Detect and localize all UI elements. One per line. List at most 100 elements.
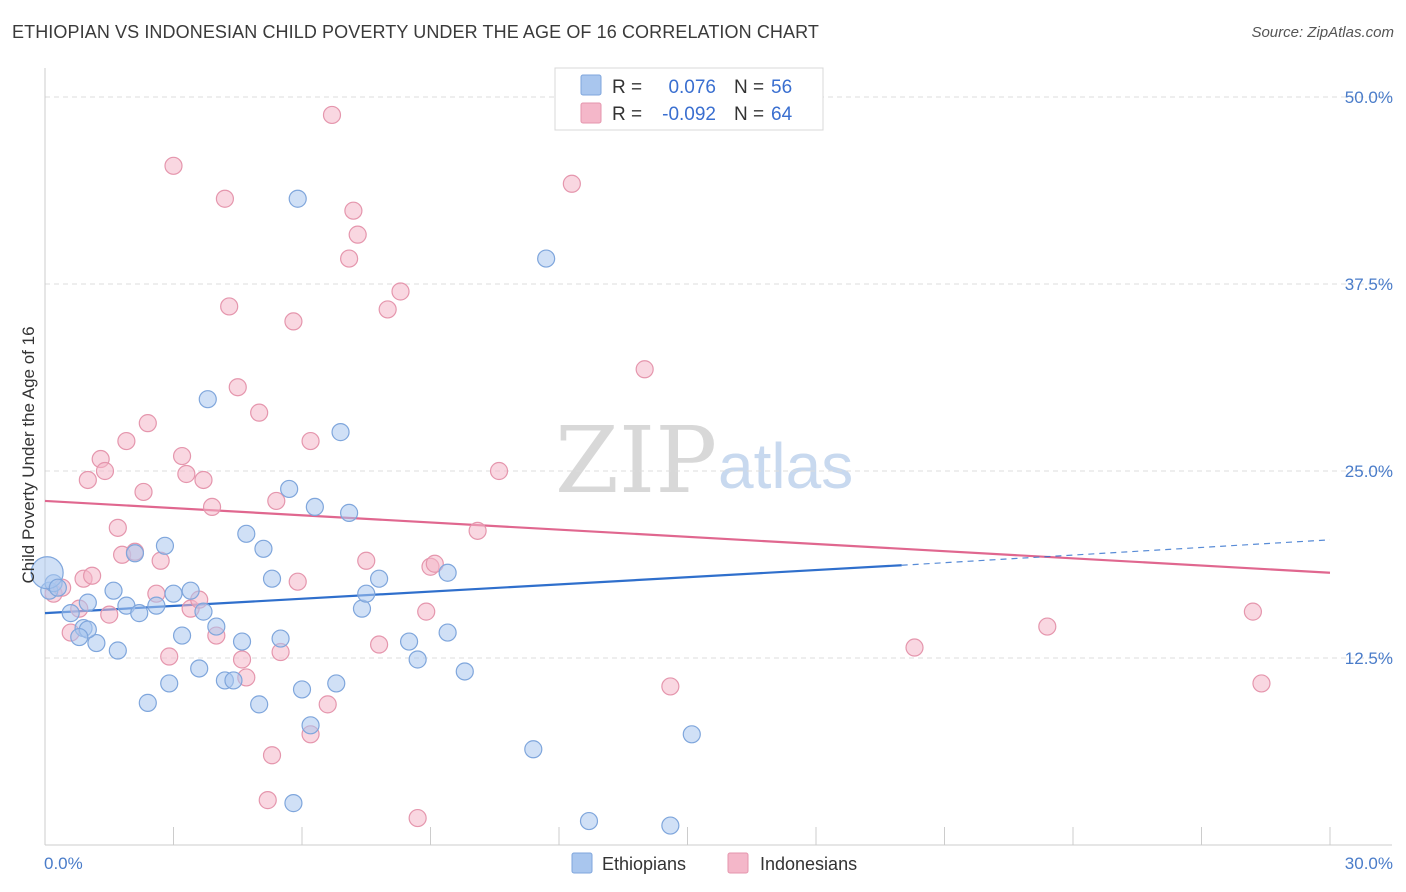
indonesian-trend-line bbox=[44, 499, 1331, 574]
ethiopian-point-36 bbox=[327, 674, 346, 693]
ethiopian-point-47 bbox=[524, 740, 543, 759]
x-tick-label-0: 0.0% bbox=[44, 854, 83, 873]
indonesian-point-45 bbox=[348, 225, 367, 244]
indonesian-point-29 bbox=[228, 378, 247, 397]
indonesian-point-14 bbox=[134, 482, 153, 502]
ethiopian-point-35 bbox=[305, 497, 324, 517]
ethiopian-point-11 bbox=[138, 693, 157, 712]
ethiopian-point-9 bbox=[125, 544, 145, 563]
indonesian-point-21 bbox=[177, 464, 196, 484]
indonesian-point-20 bbox=[172, 446, 192, 466]
y-axis-label: Child Poverty Under the Age of 16 bbox=[19, 326, 38, 583]
indonesian-point-5 bbox=[78, 470, 97, 490]
indonesian-point-15 bbox=[138, 414, 157, 433]
indonesian-point-10 bbox=[108, 518, 127, 537]
ethiopian-point-17 bbox=[181, 581, 200, 600]
indonesian-point-17 bbox=[151, 551, 170, 570]
indonesian-point-38 bbox=[288, 572, 307, 591]
chart-title: ETHIOPIAN VS INDONESIAN CHILD POVERTY UN… bbox=[12, 22, 819, 42]
indonesian-point-50 bbox=[408, 808, 427, 828]
ethiopian-point-38 bbox=[340, 503, 359, 522]
ethiopian-point-16 bbox=[172, 626, 192, 645]
indonesian-point-34 bbox=[262, 746, 282, 765]
ethiopian-point-32 bbox=[288, 189, 307, 208]
indonesian-point-43 bbox=[340, 249, 359, 268]
indonesian-point-6 bbox=[83, 566, 102, 585]
bottom-legend-label-ethiopians: Ethiopians bbox=[602, 854, 686, 874]
x-tick-label-1: 30.0% bbox=[1345, 854, 1393, 873]
indonesian-point-46 bbox=[357, 551, 376, 570]
source-credit: Source: ZipAtlas.com bbox=[1251, 24, 1394, 41]
ethiopian-point-43 bbox=[408, 650, 427, 669]
indonesian-point-61 bbox=[1038, 617, 1057, 636]
indonesian-point-58 bbox=[661, 677, 680, 696]
indonesian-point-35 bbox=[267, 491, 286, 511]
ethiopian-point-7 bbox=[108, 641, 127, 660]
indonesian-point-19 bbox=[164, 156, 183, 175]
legend-n-value-ethiopians: 56 bbox=[771, 77, 792, 98]
indonesian-point-55 bbox=[489, 461, 509, 481]
indonesian-point-47 bbox=[370, 635, 389, 654]
indonesian-point-60 bbox=[905, 638, 924, 657]
correlation-legend: R = 0.076 N = 56 R = -0.092 N = 64 bbox=[554, 67, 824, 131]
axes bbox=[44, 68, 1392, 846]
indonesian-point-48 bbox=[378, 300, 397, 319]
ethiopian-point-27 bbox=[254, 539, 273, 558]
legend-r-label-ethiopians: R = bbox=[612, 77, 642, 98]
indonesian-point-18 bbox=[160, 647, 179, 666]
ethiopian-point-30 bbox=[280, 479, 299, 499]
ethiopian-point-41 bbox=[370, 569, 389, 588]
ethiopian-point-29 bbox=[271, 629, 290, 648]
ethiopian-point-5 bbox=[87, 633, 106, 653]
legend-swatch-indonesians bbox=[580, 102, 602, 124]
ethiopian-point-51 bbox=[682, 725, 701, 744]
trend-lines bbox=[44, 499, 1331, 615]
indonesian-point-62 bbox=[1243, 602, 1263, 621]
indonesian-point-8 bbox=[95, 461, 115, 481]
ethiopian-point-31 bbox=[284, 794, 303, 813]
bottom-legend-label-indonesians: Indonesians bbox=[760, 854, 857, 874]
ethiopian-point-53 bbox=[48, 578, 67, 597]
indonesian-point-56 bbox=[562, 174, 581, 193]
indonesian-point-49 bbox=[391, 282, 410, 301]
ethiopian-point-46 bbox=[455, 662, 474, 681]
watermark: ZIP atlas bbox=[555, 407, 853, 514]
ethiopian-point-23 bbox=[224, 671, 243, 690]
ethiopian-point-45 bbox=[438, 563, 457, 582]
ethiopian-point-24 bbox=[232, 632, 252, 651]
ethiopian-point-18 bbox=[190, 659, 209, 678]
ethiopian-point-6 bbox=[104, 581, 123, 600]
y-tick-label-2: 37.5% bbox=[1345, 275, 1393, 294]
indonesian-point-33 bbox=[258, 791, 277, 810]
ethiopian-point-37 bbox=[331, 423, 350, 442]
ethiopian-point-20 bbox=[198, 390, 217, 409]
ethiopian-point-12 bbox=[147, 596, 166, 615]
indonesian-point-44 bbox=[344, 201, 363, 220]
ethiopian-point-13 bbox=[155, 536, 175, 555]
ethiopian-point-48 bbox=[537, 249, 556, 268]
indonesian-point-28 bbox=[220, 297, 239, 316]
indonesian-point-51 bbox=[417, 602, 436, 621]
legend-r-value-ethiopians: 0.076 bbox=[668, 77, 716, 98]
ethiopian-point-28 bbox=[262, 569, 282, 588]
ethiopian-point-44 bbox=[438, 623, 457, 642]
indonesian-point-53 bbox=[425, 554, 444, 573]
ethiopian-point-2 bbox=[61, 604, 80, 623]
ethiopian-point-40 bbox=[357, 584, 376, 603]
tick-labels: 12.5% 25.0% 37.5% 50.0% 0.0% 30.0% bbox=[44, 88, 1393, 873]
grid-lines bbox=[45, 96, 1392, 659]
series-legend: Ethiopians Indonesians bbox=[571, 852, 857, 874]
legend-r-label-indonesians: R = bbox=[612, 104, 642, 125]
ethiopian-point-25 bbox=[237, 524, 256, 543]
indonesian-point-63 bbox=[1252, 674, 1271, 693]
bottom-legend-swatch-indonesians bbox=[727, 852, 749, 874]
ethiopian-point-14 bbox=[160, 674, 179, 693]
indonesian-point-32 bbox=[250, 403, 269, 422]
indonesian-point-42 bbox=[322, 105, 342, 125]
ethiopian-point-49 bbox=[579, 811, 599, 831]
indonesian-point-25 bbox=[202, 497, 222, 517]
indonesian-point-41 bbox=[318, 695, 337, 714]
ethiopian-point-33 bbox=[292, 680, 312, 699]
ethiopian-point-21 bbox=[207, 617, 226, 636]
ethiopian-point-42 bbox=[399, 632, 419, 651]
